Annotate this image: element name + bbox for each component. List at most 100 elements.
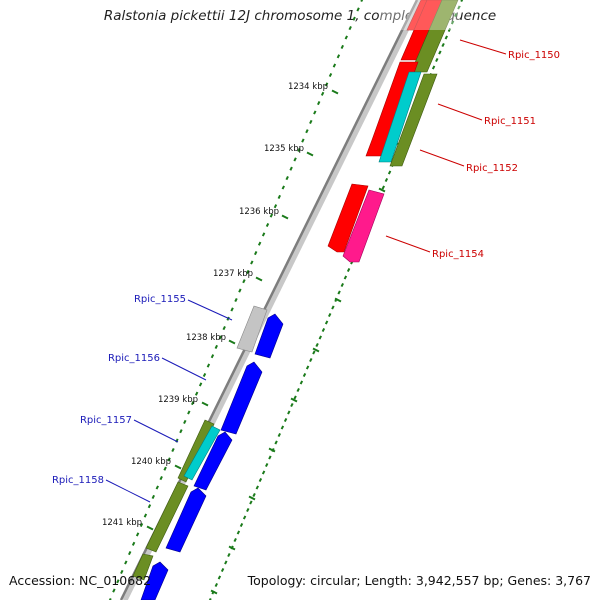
gene-olive-1157[interactable] <box>177 419 215 483</box>
track-dot <box>242 515 247 520</box>
gene-olive-bottom[interactable] <box>132 553 154 581</box>
ruler-dot <box>167 457 171 462</box>
label-rpic-1157[interactable]: Rpic_1157 <box>80 415 132 426</box>
label-rpic-1151[interactable]: Rpic_1151 <box>484 116 536 127</box>
track-dot <box>328 312 332 318</box>
ruler-dot <box>159 476 163 481</box>
track-major-tick <box>228 545 236 551</box>
ruler-dot <box>250 260 254 265</box>
track-dot <box>450 20 455 25</box>
accession-text: Accession: NC_010682 <box>9 573 152 588</box>
track-dot <box>384 177 389 183</box>
gene-rpic-1153[interactable] <box>327 183 369 253</box>
gene-olive-mid[interactable] <box>389 73 438 167</box>
track-dot <box>312 350 316 355</box>
ruler-dot <box>348 26 352 31</box>
ruler-dot <box>175 438 179 443</box>
ruler-dot <box>293 157 297 162</box>
track-dot <box>236 530 241 535</box>
track-dot <box>280 425 285 430</box>
ruler-major-tick <box>306 151 314 157</box>
ruler-dot <box>214 344 218 349</box>
ruler-major-tick <box>146 525 154 531</box>
label-rpic-1154[interactable]: Rpic_1154 <box>432 249 484 260</box>
ruler-dot <box>320 91 325 96</box>
gene-rpic-1158[interactable] <box>145 481 189 553</box>
track-dot <box>309 357 313 363</box>
track-dot <box>454 12 458 18</box>
track-dot <box>290 402 294 408</box>
track-dot <box>343 275 348 280</box>
tick-label-1240: 1240 kbp <box>131 457 171 467</box>
track-dot <box>457 5 461 10</box>
track-dot <box>217 575 222 580</box>
map-title: Ralstonia pickettii 12J chromosome 1, co… <box>103 8 497 24</box>
track-major-tick <box>290 397 298 403</box>
track-dot <box>220 567 225 573</box>
gene-blue-bottom[interactable] <box>140 561 169 600</box>
track-dot <box>277 432 281 438</box>
label-rpic-1150[interactable]: Rpic_1150 <box>508 50 560 61</box>
gene-rpic-1157[interactable] <box>183 425 221 481</box>
ruler-dot <box>183 419 187 424</box>
tick-label-1237: 1237 kbp <box>213 269 253 279</box>
ruler-dot <box>360 0 364 3</box>
tick-label-1236: 1236 kbp <box>239 207 279 217</box>
gene-blue-1[interactable] <box>254 313 284 359</box>
gene-rpic-1152[interactable] <box>378 71 422 163</box>
track-dot <box>274 440 278 445</box>
track-dot <box>246 507 250 513</box>
ruler-dot <box>198 382 203 387</box>
track-dot <box>447 27 452 33</box>
label-rpic-1155[interactable]: Rpic_1155 <box>134 294 186 305</box>
gene-blue-3[interactable] <box>165 487 207 553</box>
track-dot <box>444 35 448 40</box>
ruler-dot <box>313 110 317 115</box>
ruler-dot <box>230 307 234 312</box>
track-dot <box>318 335 322 340</box>
ruler-major-tick <box>228 339 236 345</box>
gene-olive-top[interactable] <box>410 0 459 73</box>
track-dot <box>255 485 259 490</box>
ruler-dot <box>116 579 120 584</box>
track-dot <box>299 380 304 385</box>
ruler-dot <box>246 269 250 274</box>
ruler-major-tick <box>255 276 263 282</box>
track-dot <box>331 305 335 310</box>
sequence-summary: Topology: circular; Length: 3,942,557 bp… <box>247 573 591 588</box>
track-dot <box>227 552 231 558</box>
track-dot <box>381 185 385 190</box>
ruler-dot <box>179 429 183 434</box>
ruler-ticks <box>146 89 424 595</box>
gene-rpic-1154[interactable] <box>342 189 385 263</box>
ruler-dot <box>238 288 242 293</box>
ruler-dot <box>131 541 136 546</box>
track-dot <box>293 395 297 400</box>
gene-rpic-1156[interactable] <box>220 361 263 435</box>
label-rpic-1158[interactable]: Rpic_1158 <box>52 475 104 486</box>
ruler-dot <box>171 447 175 453</box>
label-rpic-1156[interactable]: Rpic_1156 <box>108 353 160 364</box>
ruler-dot <box>285 176 289 181</box>
ruler-dot <box>155 485 159 490</box>
track-dot <box>265 462 269 468</box>
ruler-dot <box>277 194 281 199</box>
track-dot <box>214 582 218 588</box>
tick-label-1235: 1235 kbp <box>264 144 304 154</box>
gene-blue-2[interactable] <box>193 431 233 491</box>
track-dot <box>249 500 253 505</box>
ruler-dot <box>301 138 305 143</box>
label-rpic-1152[interactable]: Rpic_1152 <box>466 163 518 174</box>
forward-genes <box>327 0 459 263</box>
ruler-dot <box>210 354 215 359</box>
track-major-tick <box>210 589 218 595</box>
track-dot <box>441 42 445 48</box>
ruler-dot <box>336 54 341 59</box>
ruler-major-tick <box>174 464 182 470</box>
ruler-dot <box>305 129 309 134</box>
ruler-dot <box>194 391 199 396</box>
track-dot <box>283 417 288 423</box>
gene-rpic-1155[interactable] <box>236 305 268 353</box>
ruler-dot <box>257 241 262 246</box>
